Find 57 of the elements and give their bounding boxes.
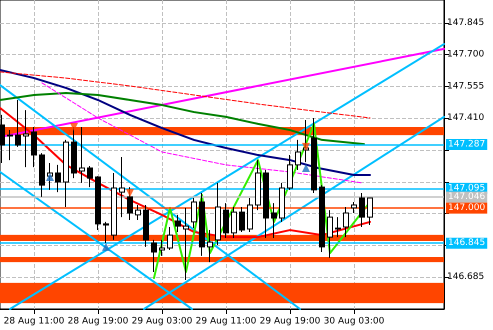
candlestick [79, 126, 85, 184]
candlestick [279, 182, 285, 222]
candlestick [351, 201, 357, 214]
candlestick [55, 164, 61, 193]
candlestick [143, 204, 149, 248]
candlestick [175, 214, 181, 233]
candlestick [271, 202, 277, 238]
candlestick [367, 198, 373, 226]
candlestick [111, 172, 117, 240]
ref-line-label: 146.845 [448, 238, 486, 248]
candlestick [191, 198, 197, 229]
x-tick-label: 29 Aug 19:00 [260, 316, 321, 326]
x-tick-label: 28 Aug 19:00 [68, 316, 129, 326]
y-tick-label: 147.555 [447, 81, 484, 92]
candlestick [335, 216, 341, 238]
candlestick [39, 152, 45, 198]
candlestick [327, 210, 333, 258]
candlestick [199, 192, 205, 256]
ref-line-label: 147.287 [448, 140, 486, 150]
candlestick [15, 100, 21, 148]
candlestick [63, 139, 69, 208]
candlestick [255, 160, 261, 211]
y-tick-label: 147.845 [447, 18, 484, 28]
candlestick [23, 110, 29, 168]
candlestick [87, 166, 93, 188]
candlestick [295, 139, 301, 170]
candlestick [119, 156, 125, 218]
candlestick [7, 130, 13, 161]
candlestick [311, 117, 317, 194]
y-tick-label: 147.700 [447, 50, 484, 60]
candlestick [359, 192, 365, 228]
candlestick [263, 169, 269, 238]
ref-line-label: 147.046 [448, 192, 486, 202]
candlestick [223, 202, 229, 238]
candlestick [231, 206, 237, 238]
candlestick [167, 226, 173, 251]
candlestick [287, 154, 293, 190]
candlestick [207, 230, 213, 263]
candlestick [183, 207, 189, 281]
x-tick-label: 30 Aug 03:00 [324, 316, 385, 326]
candlestick [215, 182, 221, 246]
y-tick-label: 147.410 [447, 113, 484, 124]
candlestick [95, 176, 101, 231]
ref-line-label: 147.095 [448, 183, 486, 194]
candlestick [343, 206, 349, 238]
x-tick-label: 29 Aug 11:00 [196, 316, 257, 326]
x-tick-label: 28 Aug 11:00 [4, 316, 65, 326]
candlestick [31, 126, 37, 168]
ref-line-label: 147.000 [448, 203, 486, 214]
x-tick-label: 29 Aug 03:00 [132, 316, 193, 326]
candlestick [159, 239, 165, 256]
candlestick [239, 206, 245, 233]
candlestick [151, 239, 157, 272]
candlestick [135, 204, 141, 220]
candlestick [319, 184, 325, 252]
y-tick-label: 146.685 [447, 272, 484, 282]
candlestick [247, 198, 253, 233]
